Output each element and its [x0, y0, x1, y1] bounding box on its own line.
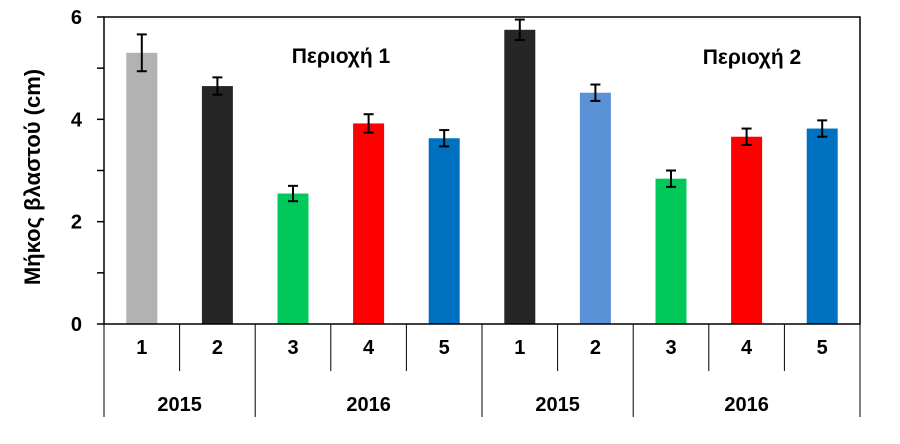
category-label-10: 5: [817, 337, 828, 359]
category-label-6: 1: [514, 337, 525, 359]
error-bar-8: [666, 169, 676, 188]
error-bar-7: [590, 83, 601, 102]
y-tick-label-1: 2: [71, 212, 82, 234]
error-bar-3: [288, 184, 298, 203]
category-label-9: 4: [741, 337, 753, 359]
error-bar-2: [212, 76, 223, 96]
bar-3: [277, 193, 309, 324]
bar-5: [428, 138, 460, 324]
year-label-4: 2016: [724, 394, 769, 416]
bar-6: [504, 29, 536, 325]
error-bar-9: [741, 127, 752, 146]
bar-1: [126, 52, 158, 325]
error-bar-10: [817, 119, 828, 138]
y-axis-label: Μήκος βλαστού (cm): [20, 69, 45, 285]
category-label-4: 4: [363, 337, 375, 359]
category-label-5: 5: [439, 337, 450, 359]
category-label-2: 2: [212, 337, 223, 359]
category-label-3: 3: [287, 337, 298, 359]
error-bar-4: [363, 113, 374, 134]
year-label-1: 2015: [157, 394, 202, 416]
bar-8: [655, 178, 687, 324]
bar-9: [731, 136, 763, 324]
bar-10: [806, 128, 838, 324]
annotation-region-1: Περιοχή 1: [292, 45, 391, 68]
year-label-3: 2015: [535, 394, 580, 416]
error-bar-1: [136, 33, 147, 73]
y-tick-label-2: 4: [71, 109, 83, 131]
category-label-1: 1: [136, 337, 147, 359]
category-label-8: 3: [665, 337, 676, 359]
year-label-2: 2016: [346, 394, 391, 416]
error-bar-5: [439, 129, 450, 148]
bar-2: [201, 86, 233, 324]
bar-7: [579, 92, 611, 324]
bar-4: [353, 123, 385, 324]
category-label-7: 2: [590, 337, 601, 359]
axes-layer: [97, 16, 861, 417]
bars-layer: [126, 18, 838, 325]
y-tick-label-0: 0: [71, 314, 82, 336]
error-bar-6: [514, 18, 525, 42]
annotation-region-2: Περιοχή 2: [703, 46, 801, 69]
y-tick-label-3: 6: [71, 7, 82, 29]
labels-layer: 0 2 4 6 1 2 3 4 5 1 2 3 4 5 2015 2016 2015 2016: [71, 7, 828, 416]
